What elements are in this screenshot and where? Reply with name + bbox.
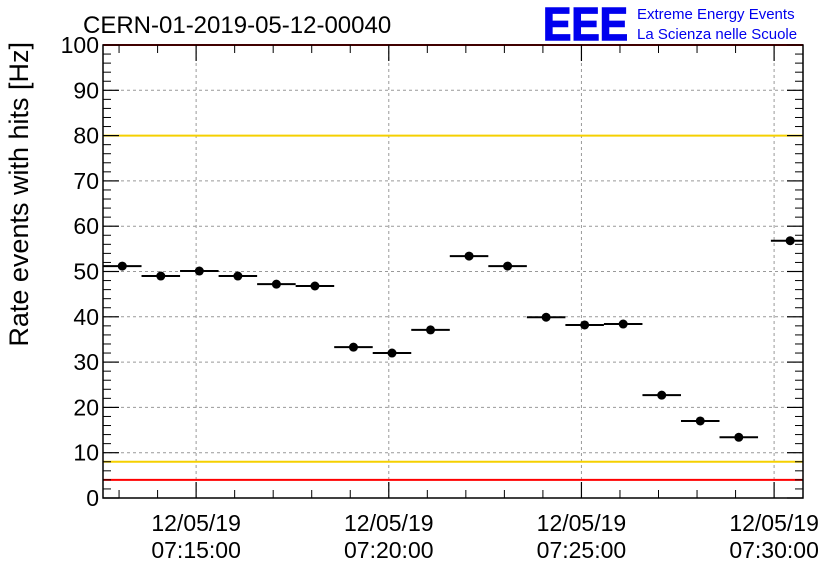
data-points <box>103 236 803 442</box>
chart-title: CERN-01-2019-05-12-00040 <box>83 12 391 39</box>
logo-line-1: Extreme Energy Events <box>637 6 795 23</box>
axis-ticks <box>103 44 803 499</box>
y-tick-label: 40 <box>73 304 99 330</box>
x-tick-time: 07:25:00 <box>537 537 627 563</box>
y-tick-label: 20 <box>73 394 99 420</box>
data-point <box>426 325 436 335</box>
y-tick-label: 50 <box>73 259 99 285</box>
data-point <box>734 432 744 442</box>
reference-lines <box>103 44 803 481</box>
logo-mark: EEE <box>543 0 628 50</box>
y-tick-label: 90 <box>73 77 99 103</box>
data-point <box>785 236 795 246</box>
data-point <box>194 266 204 276</box>
y-tick-label: 80 <box>73 123 99 149</box>
data-point <box>464 251 474 261</box>
tick-labels: 010203040506070809010012/05/1907:15:0012… <box>61 32 819 563</box>
data-point <box>233 271 243 281</box>
data-point <box>271 279 281 289</box>
data-point <box>541 312 551 322</box>
x-tick-date: 12/05/19 <box>344 510 434 536</box>
y-tick-label: 10 <box>73 440 99 466</box>
y-axis-label: Rate events with hits [Hz] <box>4 42 34 347</box>
y-tick-label: 100 <box>61 32 99 58</box>
x-tick-date: 12/05/19 <box>151 510 241 536</box>
data-point <box>580 320 590 330</box>
eee-logo: EEE Extreme Energy Events La Scienza nel… <box>542 0 797 51</box>
data-point <box>657 390 667 400</box>
data-point <box>156 271 166 281</box>
x-tick-time: 07:30:00 <box>729 537 819 563</box>
y-tick-label: 60 <box>73 213 99 239</box>
data-point <box>387 348 397 358</box>
x-tick-date: 12/05/19 <box>729 510 819 536</box>
data-point <box>117 261 127 271</box>
data-point <box>503 261 513 271</box>
grid <box>103 45 803 498</box>
data-point <box>695 416 705 426</box>
y-tick-label: 0 <box>86 485 99 511</box>
y-tick-label: 70 <box>73 168 99 194</box>
data-point <box>618 319 628 329</box>
x-tick-time: 07:20:00 <box>344 537 434 563</box>
x-tick-time: 07:15:00 <box>151 537 241 563</box>
logo-line-2: La Scienza nelle Scuole <box>637 26 797 43</box>
data-point <box>310 281 320 291</box>
data-point <box>348 342 358 352</box>
y-tick-label: 30 <box>73 349 99 375</box>
x-tick-date: 12/05/19 <box>537 510 627 536</box>
